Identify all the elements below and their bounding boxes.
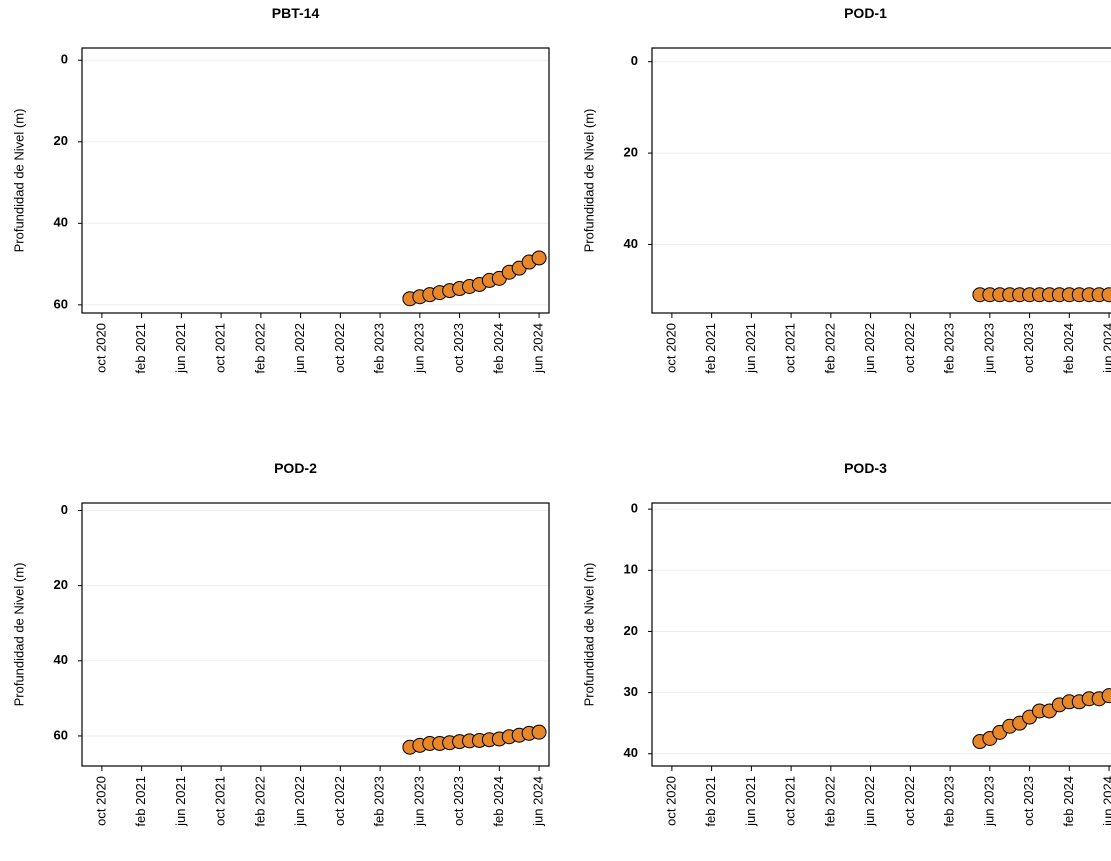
x-tick-label: jun 2024 xyxy=(531,323,546,374)
x-tick-label: oct 2020 xyxy=(663,323,678,373)
x-tick-label: feb 2021 xyxy=(133,776,148,827)
x-tick-label: jun 2021 xyxy=(173,776,188,827)
x-tick-label: oct 2020 xyxy=(663,776,678,826)
plot-frame xyxy=(81,502,550,767)
x-tick-label: oct 2023 xyxy=(1021,776,1036,826)
chart-title: POD-1 xyxy=(844,5,887,21)
y-tick-label: 40 xyxy=(54,652,68,667)
y-tick-label: 20 xyxy=(624,145,638,160)
x-tick-label: jun 2023 xyxy=(411,323,426,374)
chart-title: POD-2 xyxy=(274,460,317,476)
x-tick-label: jun 2023 xyxy=(981,776,996,827)
plot-frame xyxy=(81,47,550,314)
x-tick-label: jun 2024 xyxy=(531,776,546,827)
y-tick-label: 60 xyxy=(54,296,68,311)
x-tick-label: feb 2022 xyxy=(822,776,837,827)
x-tick-label: feb 2024 xyxy=(1061,776,1076,827)
x-tick-label: feb 2024 xyxy=(491,323,506,374)
x-tick-label: feb 2023 xyxy=(372,776,387,827)
y-axis-label: Profundidad de Nivel (m) xyxy=(581,563,596,707)
x-tick-label: oct 2020 xyxy=(93,776,108,826)
plot-frame xyxy=(651,47,1111,314)
y-tick-label: 0 xyxy=(631,53,638,68)
x-tick-label: feb 2023 xyxy=(372,323,387,374)
x-tick-label: feb 2023 xyxy=(942,323,957,374)
y-tick-label: 40 xyxy=(624,745,638,760)
x-tick-label: jun 2023 xyxy=(981,323,996,374)
x-tick-label: jun 2022 xyxy=(862,323,877,374)
x-tick-label: oct 2022 xyxy=(902,776,917,826)
data-point xyxy=(531,724,547,740)
chart-panel: PBT-14 Profundidad de Nivel (m) 0 20 40 60 oct… xyxy=(11,5,550,374)
x-tick-label: feb 2023 xyxy=(942,776,957,827)
chart-panel: POD-2 Profundidad de Nivel (m) 0 20 40 60 oct … xyxy=(11,460,550,827)
x-tick-label: oct 2020 xyxy=(93,323,108,373)
y-axis-label: Profundidad de Nivel (m) xyxy=(11,563,26,707)
data-point xyxy=(1101,688,1111,704)
x-tick-label: jun 2024 xyxy=(1101,776,1111,827)
x-tick-label: oct 2021 xyxy=(783,776,798,826)
plot-frame xyxy=(651,502,1111,767)
x-tick-label: feb 2021 xyxy=(703,323,718,374)
x-tick-label: oct 2023 xyxy=(451,776,466,826)
x-tick-label: jun 2021 xyxy=(743,323,758,374)
y-tick-label: 20 xyxy=(54,577,68,592)
y-axis-label: Profundidad de Nivel (m) xyxy=(581,109,596,253)
y-tick-label: 20 xyxy=(624,623,638,638)
data-point xyxy=(1101,287,1111,303)
x-tick-label: feb 2022 xyxy=(252,776,267,827)
x-tick-label: oct 2021 xyxy=(213,776,228,826)
x-tick-label: oct 2022 xyxy=(902,323,917,373)
y-tick-label: 0 xyxy=(61,52,68,67)
x-tick-label: oct 2023 xyxy=(451,323,466,373)
x-tick-label: feb 2021 xyxy=(703,776,718,827)
y-tick-label: 30 xyxy=(624,684,638,699)
x-tick-label: jun 2023 xyxy=(411,776,426,827)
x-tick-label: feb 2022 xyxy=(822,323,837,374)
chart-title: POD-3 xyxy=(844,460,887,476)
x-tick-label: oct 2021 xyxy=(783,323,798,373)
chart-panel: POD-1 Profundidad de Nivel (m) 0 20 40 oct 20… xyxy=(581,5,1111,374)
chart-title: PBT-14 xyxy=(272,5,320,21)
x-tick-label: jun 2024 xyxy=(1101,323,1111,374)
x-tick-label: feb 2021 xyxy=(133,323,148,374)
x-tick-label: jun 2021 xyxy=(173,323,188,374)
y-tick-label: 10 xyxy=(624,562,638,577)
y-tick-label: 60 xyxy=(54,727,68,742)
x-tick-label: feb 2022 xyxy=(252,323,267,374)
x-tick-label: jun 2021 xyxy=(743,776,758,827)
chart-panel: POD-3 Profundidad de Nivel (m) 0 10 20 30 40 oc… xyxy=(581,460,1111,827)
y-axis-label: Profundidad de Nivel (m) xyxy=(11,109,26,253)
y-tick-label: 0 xyxy=(631,501,638,516)
x-tick-label: jun 2022 xyxy=(862,776,877,827)
x-tick-label: jun 2022 xyxy=(292,776,307,827)
y-tick-label: 0 xyxy=(61,502,68,517)
x-tick-label: oct 2022 xyxy=(332,323,347,373)
y-tick-label: 20 xyxy=(54,133,68,148)
x-tick-label: oct 2022 xyxy=(332,776,347,826)
x-tick-label: feb 2024 xyxy=(1061,323,1076,374)
x-tick-label: oct 2021 xyxy=(213,323,228,373)
x-tick-label: oct 2023 xyxy=(1021,323,1036,373)
y-tick-label: 40 xyxy=(54,215,68,230)
data-point xyxy=(531,250,547,266)
y-tick-label: 40 xyxy=(624,236,638,251)
x-tick-label: jun 2022 xyxy=(292,323,307,374)
x-tick-label: feb 2024 xyxy=(491,776,506,827)
